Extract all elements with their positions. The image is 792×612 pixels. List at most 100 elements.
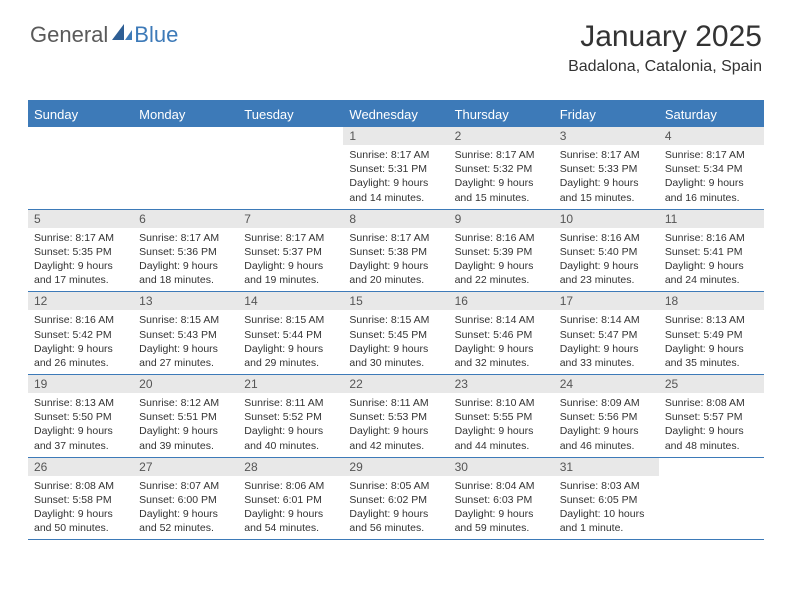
sunset-text: Sunset: 5:47 PM xyxy=(560,328,653,342)
sunset-text: Sunset: 6:00 PM xyxy=(139,493,232,507)
day-number: 23 xyxy=(449,375,554,393)
daylight-text: Daylight: 9 hours and 54 minutes. xyxy=(244,507,337,535)
sunset-text: Sunset: 6:03 PM xyxy=(455,493,548,507)
day-number: 6 xyxy=(133,210,238,228)
daylight-text: Daylight: 9 hours and 42 minutes. xyxy=(349,424,442,452)
day-cell: 20Sunrise: 8:12 AMSunset: 5:51 PMDayligh… xyxy=(133,375,238,457)
day-cell: 14Sunrise: 8:15 AMSunset: 5:44 PMDayligh… xyxy=(238,292,343,374)
day-cell: 8Sunrise: 8:17 AMSunset: 5:38 PMDaylight… xyxy=(343,210,448,292)
daylight-text: Daylight: 9 hours and 39 minutes. xyxy=(139,424,232,452)
day-cell: 13Sunrise: 8:15 AMSunset: 5:43 PMDayligh… xyxy=(133,292,238,374)
day-number: 14 xyxy=(238,292,343,310)
daylight-text: Daylight: 9 hours and 20 minutes. xyxy=(349,259,442,287)
sunset-text: Sunset: 5:38 PM xyxy=(349,245,442,259)
day-number: 12 xyxy=(28,292,133,310)
daylight-text: Daylight: 9 hours and 19 minutes. xyxy=(244,259,337,287)
sunrise-text: Sunrise: 8:15 AM xyxy=(139,313,232,327)
day-cell: 5Sunrise: 8:17 AMSunset: 5:35 PMDaylight… xyxy=(28,210,133,292)
day-body xyxy=(28,145,133,152)
sunset-text: Sunset: 5:58 PM xyxy=(34,493,127,507)
daylight-text: Daylight: 9 hours and 46 minutes. xyxy=(560,424,653,452)
daylight-text: Daylight: 9 hours and 24 minutes. xyxy=(665,259,758,287)
daylight-text: Daylight: 9 hours and 17 minutes. xyxy=(34,259,127,287)
day-body: Sunrise: 8:06 AMSunset: 6:01 PMDaylight:… xyxy=(238,476,343,540)
sunset-text: Sunset: 5:32 PM xyxy=(455,162,548,176)
sunset-text: Sunset: 5:56 PM xyxy=(560,410,653,424)
day-body: Sunrise: 8:17 AMSunset: 5:38 PMDaylight:… xyxy=(343,228,448,292)
day-body: Sunrise: 8:14 AMSunset: 5:47 PMDaylight:… xyxy=(554,310,659,374)
sunset-text: Sunset: 6:05 PM xyxy=(560,493,653,507)
day-number: 11 xyxy=(659,210,764,228)
daylight-text: Daylight: 9 hours and 40 minutes. xyxy=(244,424,337,452)
day-number: 9 xyxy=(449,210,554,228)
day-body: Sunrise: 8:10 AMSunset: 5:55 PMDaylight:… xyxy=(449,393,554,457)
sunrise-text: Sunrise: 8:08 AM xyxy=(34,479,127,493)
day-body: Sunrise: 8:12 AMSunset: 5:51 PMDaylight:… xyxy=(133,393,238,457)
day-number: 18 xyxy=(659,292,764,310)
header: January 2025 Badalona, Catalonia, Spain xyxy=(568,20,762,76)
sunset-text: Sunset: 5:51 PM xyxy=(139,410,232,424)
day-body: Sunrise: 8:17 AMSunset: 5:35 PMDaylight:… xyxy=(28,228,133,292)
sunset-text: Sunset: 5:46 PM xyxy=(455,328,548,342)
day-cell xyxy=(133,127,238,209)
day-body: Sunrise: 8:13 AMSunset: 5:49 PMDaylight:… xyxy=(659,310,764,374)
sunrise-text: Sunrise: 8:08 AM xyxy=(665,396,758,410)
sunset-text: Sunset: 5:50 PM xyxy=(34,410,127,424)
sunset-text: Sunset: 5:33 PM xyxy=(560,162,653,176)
day-cell: 30Sunrise: 8:04 AMSunset: 6:03 PMDayligh… xyxy=(449,458,554,540)
day-number: 20 xyxy=(133,375,238,393)
day-number: 1 xyxy=(343,127,448,145)
day-body: Sunrise: 8:17 AMSunset: 5:32 PMDaylight:… xyxy=(449,145,554,209)
day-body: Sunrise: 8:05 AMSunset: 6:02 PMDaylight:… xyxy=(343,476,448,540)
sunset-text: Sunset: 5:37 PM xyxy=(244,245,337,259)
day-number: 26 xyxy=(28,458,133,476)
sunrise-text: Sunrise: 8:11 AM xyxy=(349,396,442,410)
sunset-text: Sunset: 5:55 PM xyxy=(455,410,548,424)
day-cell: 1Sunrise: 8:17 AMSunset: 5:31 PMDaylight… xyxy=(343,127,448,209)
sunset-text: Sunset: 5:36 PM xyxy=(139,245,232,259)
day-body: Sunrise: 8:08 AMSunset: 5:57 PMDaylight:… xyxy=(659,393,764,457)
sunrise-text: Sunrise: 8:03 AM xyxy=(560,479,653,493)
sunset-text: Sunset: 5:44 PM xyxy=(244,328,337,342)
sunrise-text: Sunrise: 8:17 AM xyxy=(139,231,232,245)
day-number: 28 xyxy=(238,458,343,476)
sunrise-text: Sunrise: 8:14 AM xyxy=(560,313,653,327)
day-cell xyxy=(238,127,343,209)
sunset-text: Sunset: 5:53 PM xyxy=(349,410,442,424)
sunrise-text: Sunrise: 8:13 AM xyxy=(34,396,127,410)
day-body xyxy=(133,145,238,152)
day-cell: 6Sunrise: 8:17 AMSunset: 5:36 PMDaylight… xyxy=(133,210,238,292)
sunrise-text: Sunrise: 8:10 AM xyxy=(455,396,548,410)
day-cell: 18Sunrise: 8:13 AMSunset: 5:49 PMDayligh… xyxy=(659,292,764,374)
sunset-text: Sunset: 5:49 PM xyxy=(665,328,758,342)
daylight-text: Daylight: 9 hours and 29 minutes. xyxy=(244,342,337,370)
daylight-text: Daylight: 9 hours and 56 minutes. xyxy=(349,507,442,535)
sunset-text: Sunset: 5:39 PM xyxy=(455,245,548,259)
day-cell: 24Sunrise: 8:09 AMSunset: 5:56 PMDayligh… xyxy=(554,375,659,457)
day-body: Sunrise: 8:17 AMSunset: 5:34 PMDaylight:… xyxy=(659,145,764,209)
daylight-text: Daylight: 9 hours and 33 minutes. xyxy=(560,342,653,370)
daylight-text: Daylight: 9 hours and 37 minutes. xyxy=(34,424,127,452)
day-number xyxy=(28,127,133,145)
day-cell: 29Sunrise: 8:05 AMSunset: 6:02 PMDayligh… xyxy=(343,458,448,540)
day-body: Sunrise: 8:04 AMSunset: 6:03 PMDaylight:… xyxy=(449,476,554,540)
day-number: 22 xyxy=(343,375,448,393)
col-monday: Monday xyxy=(133,102,238,127)
sunrise-text: Sunrise: 8:14 AM xyxy=(455,313,548,327)
sunrise-text: Sunrise: 8:16 AM xyxy=(665,231,758,245)
day-body: Sunrise: 8:16 AMSunset: 5:39 PMDaylight:… xyxy=(449,228,554,292)
daylight-text: Daylight: 9 hours and 50 minutes. xyxy=(34,507,127,535)
col-thursday: Thursday xyxy=(449,102,554,127)
sunrise-text: Sunrise: 8:05 AM xyxy=(349,479,442,493)
day-body: Sunrise: 8:15 AMSunset: 5:44 PMDaylight:… xyxy=(238,310,343,374)
sunrise-text: Sunrise: 8:06 AM xyxy=(244,479,337,493)
sunset-text: Sunset: 5:31 PM xyxy=(349,162,442,176)
week-row: 12Sunrise: 8:16 AMSunset: 5:42 PMDayligh… xyxy=(28,292,764,375)
day-cell: 7Sunrise: 8:17 AMSunset: 5:37 PMDaylight… xyxy=(238,210,343,292)
day-body: Sunrise: 8:14 AMSunset: 5:46 PMDaylight:… xyxy=(449,310,554,374)
day-body: Sunrise: 8:16 AMSunset: 5:41 PMDaylight:… xyxy=(659,228,764,292)
sunset-text: Sunset: 5:52 PM xyxy=(244,410,337,424)
daylight-text: Daylight: 9 hours and 14 minutes. xyxy=(349,176,442,204)
day-cell: 15Sunrise: 8:15 AMSunset: 5:45 PMDayligh… xyxy=(343,292,448,374)
daylight-text: Daylight: 9 hours and 22 minutes. xyxy=(455,259,548,287)
